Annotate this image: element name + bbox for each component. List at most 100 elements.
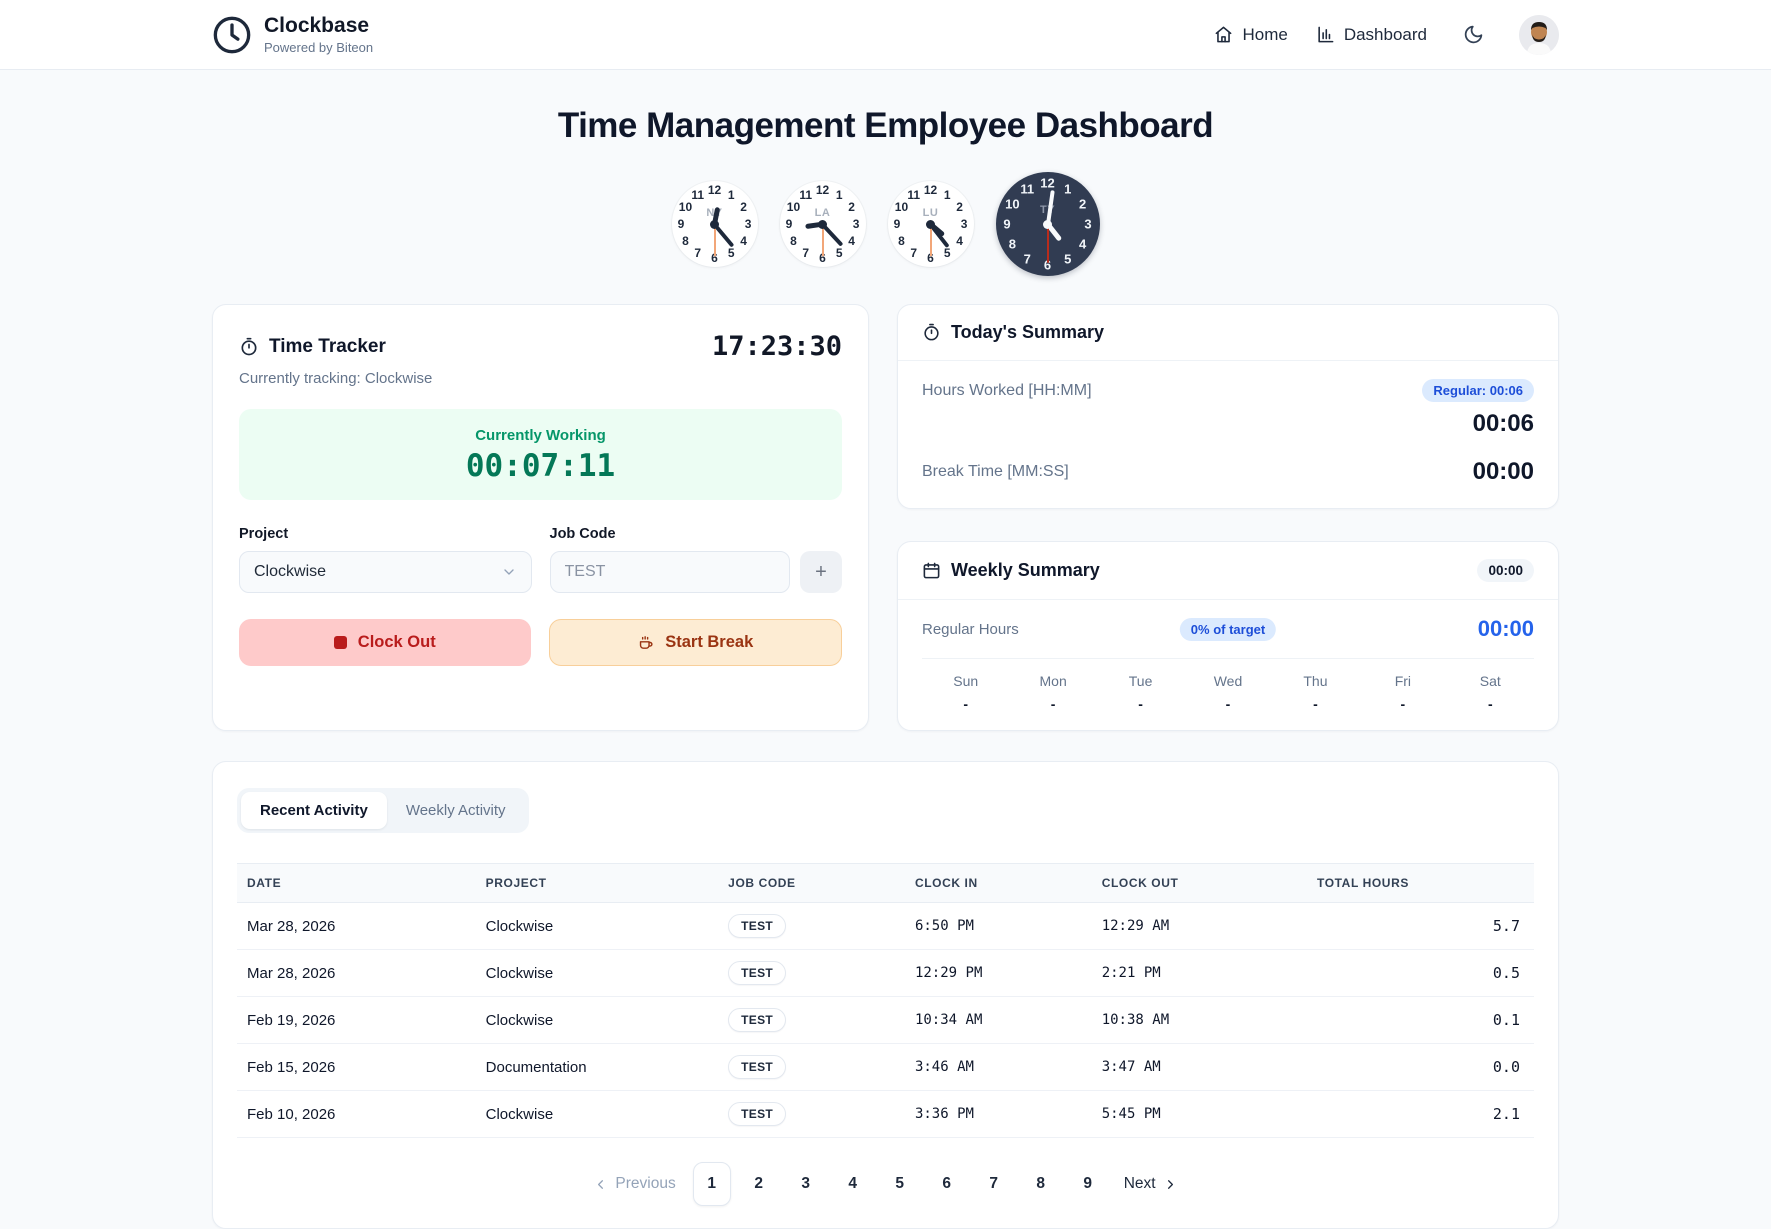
pagination-page-7[interactable]: 7 [975, 1162, 1013, 1206]
cell-clock-in: 10:34 AM [914, 1012, 983, 1028]
regular-hours-badge: Regular: 00:06 [1422, 379, 1534, 402]
cell-total-hours: 0.5 [1492, 964, 1520, 982]
activity-card: Recent Activity Weekly Activity Date Pro… [212, 761, 1559, 1229]
start-break-button[interactable]: Start Break [548, 619, 842, 666]
today-summary-title: Today's Summary [951, 322, 1104, 342]
job-code-badge: TEST [728, 1055, 787, 1079]
project-select-value: Clockwise [254, 563, 327, 580]
cell-project: Clockwise [485, 964, 554, 982]
col-clock-in: Clock In [914, 876, 978, 890]
cell-project: Clockwise [485, 1011, 554, 1029]
analog-clock-lu: 1 2 3 4 5 6 7 8 9 10 11 12 LU [887, 181, 974, 267]
weekly-day-fri: Fri - [1394, 673, 1412, 712]
cell-date: Mar 28, 2026 [247, 964, 336, 982]
target-percent-badge: 0% of target [1179, 617, 1277, 641]
working-status-label: Currently Working [475, 427, 606, 444]
working-status-panel: Currently Working 00:07:11 [239, 409, 842, 500]
cell-total-hours: 2.1 [1492, 1105, 1520, 1123]
cell-clock-in: 3:46 AM [914, 1059, 974, 1075]
col-project: Project [485, 876, 547, 890]
weekly-regular-hours-value: 00:00 [1477, 616, 1534, 641]
table-row: Mar 28, 2026 Clockwise TEST 12:29 PM 2:21 PM… [237, 950, 1534, 997]
nav-home[interactable]: Home [1214, 25, 1288, 45]
analog-clock-ty: 123456789101112TY [995, 172, 1100, 276]
job-code-badge: TEST [728, 914, 787, 938]
second-hand [929, 224, 932, 257]
table-row: Feb 19, 2026 Clockwise TEST 10:34 AM 10:38 A… [237, 997, 1534, 1044]
brand-name: Clockbase [264, 14, 370, 38]
pagination-page-4[interactable]: 4 [834, 1162, 872, 1206]
clock-city-label: LU [922, 206, 939, 219]
pagination-page-2[interactable]: 2 [740, 1162, 778, 1206]
weekly-day-sat: Sat - [1479, 673, 1501, 712]
time-tracker-card: Time Tracker 17:23:30 Currently tracking… [212, 304, 869, 731]
cell-date: Feb 19, 2026 [247, 1011, 336, 1029]
project-select[interactable]: Clockwise [239, 551, 532, 593]
job-code-badge: TEST [728, 1102, 787, 1126]
weekly-total-badge: 00:00 [1477, 559, 1534, 582]
dark-mode-toggle[interactable] [1455, 17, 1491, 53]
pagination-page-3[interactable]: 3 [787, 1162, 825, 1206]
cell-clock-out: 3:47 AM [1101, 1059, 1161, 1075]
stopwatch-icon [924, 323, 939, 341]
clock-out-button[interactable]: Clock Out [239, 619, 531, 666]
chevron-left-icon [598, 1179, 604, 1189]
cell-clock-out: 2:21 PM [1101, 965, 1161, 981]
user-avatar[interactable] [1519, 14, 1559, 55]
tab-recent-activity[interactable]: Recent Activity [241, 792, 387, 829]
analog-clock-la: 1 2 3 4 5 6 7 8 9 10 11 12 LA [779, 181, 866, 267]
job-code-badge: TEST [728, 961, 787, 985]
cell-date: Mar 28, 2026 [247, 917, 336, 935]
cell-job-code: TEST [718, 961, 905, 985]
table-row: Feb 15, 2026 Documentation TEST 3:46 AM 3:47… [237, 1044, 1534, 1091]
cell-clock-in: 12:29 PM [914, 965, 983, 981]
pagination-previous[interactable]: Previous [585, 1175, 683, 1193]
cell-job-code: TEST [718, 914, 905, 938]
col-total-hours: Total Hours [1317, 876, 1409, 890]
activity-table: Date Project Job Code Clock In Clock Out… [237, 863, 1534, 1138]
page-title: Time Management Employee Dashboard [557, 106, 1214, 145]
second-hand [713, 224, 716, 257]
weekly-days-grid: Sun - Mon - Tue - Wed - Thu - Fri - Sat - [922, 658, 1534, 712]
home-icon [1216, 26, 1232, 43]
chevron-down-icon [503, 569, 514, 575]
pagination-page-5[interactable]: 5 [881, 1162, 919, 1206]
weekly-summary-card: Weekly Summary 00:00 Regular Hours 0% of… [897, 541, 1559, 731]
pagination-page-6[interactable]: 6 [928, 1162, 966, 1206]
weekly-day-wed: Wed - [1213, 673, 1243, 712]
nav-dashboard[interactable]: Dashboard [1316, 25, 1427, 45]
cell-date: Feb 15, 2026 [247, 1058, 336, 1076]
coffee-cup-icon [640, 636, 653, 649]
table-header-row: Date Project Job Code Clock In Clock Out… [237, 863, 1534, 903]
brand-logo-link[interactable]: Clockbase Powered by Biteon [212, 14, 374, 55]
cell-job-code: TEST [718, 1055, 905, 1079]
weekly-summary-title: Weekly Summary [951, 560, 1100, 580]
today-summary-card: Today's Summary Hours Worked [HH:MM] Reg… [897, 304, 1559, 509]
job-code-input[interactable] [549, 551, 790, 593]
col-clock-out: Clock Out [1101, 876, 1179, 890]
pagination-page-9[interactable]: 9 [1069, 1162, 1107, 1206]
cell-job-code: TEST [718, 1102, 905, 1126]
break-time-label: Break Time [MM:SS] [922, 463, 1069, 480]
cell-job-code: TEST [718, 1008, 905, 1032]
cell-clock-in: 3:36 PM [914, 1106, 974, 1122]
cell-date: Feb 10, 2026 [247, 1105, 336, 1123]
pagination-next[interactable]: Next [1116, 1175, 1186, 1193]
activity-tabs: Recent Activity Weekly Activity [237, 788, 529, 833]
weekly-day-tue: Tue - [1128, 673, 1153, 712]
project-label: Project [239, 526, 289, 542]
clock-city-label: LA [814, 206, 831, 219]
weekly-day-mon: Mon - [1039, 673, 1067, 712]
hours-worked-value: 00:06 [1472, 410, 1534, 437]
weekly-day-sun: Sun - [953, 673, 979, 712]
pagination-page-8[interactable]: 8 [1022, 1162, 1060, 1206]
brand-tagline: Powered by Biteon [264, 39, 374, 55]
second-hand [821, 224, 824, 257]
add-job-code-button[interactable]: + [800, 551, 842, 593]
tab-weekly-activity[interactable]: Weekly Activity [405, 802, 506, 819]
pagination-page-1[interactable]: 1 [692, 1162, 731, 1206]
stopwatch-icon [241, 337, 257, 355]
table-row: Feb 10, 2026 Clockwise TEST 3:36 PM 5:45 PM 2… [237, 1091, 1534, 1138]
